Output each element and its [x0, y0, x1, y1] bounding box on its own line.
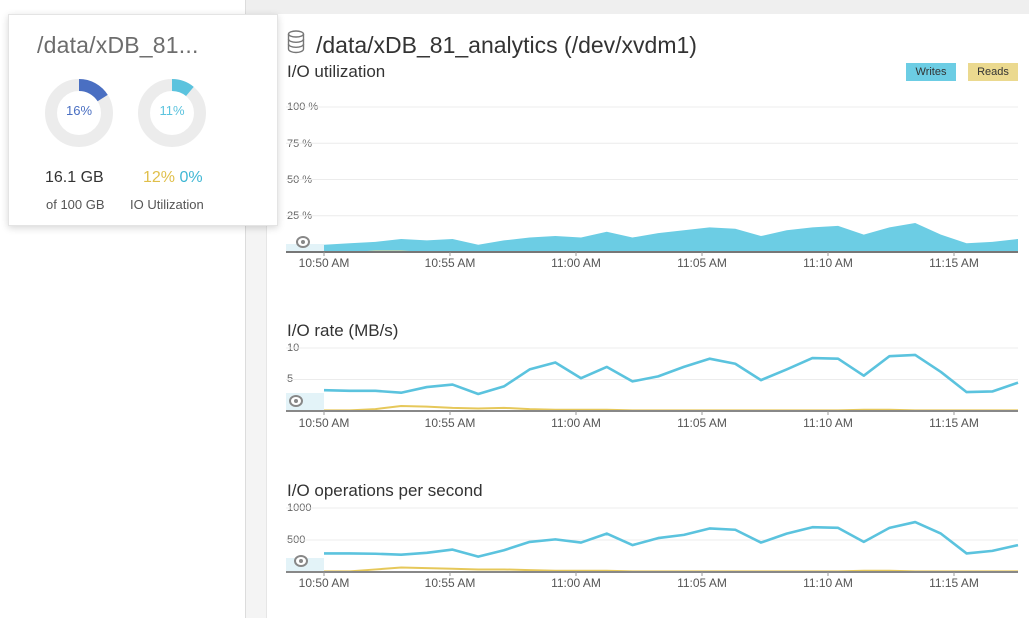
x-tick-label: 10:55 AM: [424, 576, 476, 590]
writes-line: [323, 353, 1019, 396]
io-utilization-label: IO Utilization: [130, 197, 204, 212]
io-utilization-percent: 11%: [159, 103, 185, 118]
io-ops-chart-title: I/O operations per second: [287, 481, 483, 500]
x-tick-label: 11:00 AM: [551, 416, 601, 430]
x-tick-label: 11:15 AM: [929, 256, 979, 270]
x-tick-label: 10:55 AM: [424, 256, 476, 270]
writes-area: [324, 223, 1018, 252]
io-utilization-chart: [286, 106, 1018, 256]
reads-line: [324, 404, 1018, 412]
range-selector-band: [286, 244, 324, 252]
x-tick-label: 11:10 AM: [803, 416, 853, 430]
x-tick-label: 11:05 AM: [677, 416, 727, 430]
io-read-write-values: 12% 0%: [143, 169, 203, 187]
x-tick-label: 10:50 AM: [298, 576, 350, 590]
y-tick-label: 75 %: [287, 138, 313, 150]
x-tick-label: 11:05 AM: [677, 256, 727, 270]
x-tick-label: 11:15 AM: [929, 576, 979, 590]
io-writes-value: 0%: [179, 169, 203, 186]
x-tick-label: 11:10 AM: [803, 256, 853, 270]
io-rate-chart: [286, 347, 1019, 415]
io-utilization-donut-svg: [138, 79, 206, 147]
io-reads-value: 12%: [143, 169, 176, 186]
range-slider-handle[interactable]: [289, 395, 303, 407]
database-icon: [287, 30, 305, 54]
x-tick-label: 10:55 AM: [424, 416, 476, 430]
writes-line: [324, 520, 1019, 558]
range-slider-handle[interactable]: [296, 236, 310, 248]
disk-used-size: 16.1 GB: [45, 169, 104, 186]
x-tick-label: 10:50 AM: [298, 256, 350, 270]
x-tick-label: 11:00 AM: [551, 256, 601, 270]
range-slider-handle[interactable]: [294, 555, 308, 567]
io-utilization-donut: 11%: [138, 79, 206, 147]
main-panel: [266, 14, 1029, 618]
card-title: /data/xDB_81...: [37, 32, 199, 58]
io-utilization-arc: [138, 79, 206, 147]
x-tick-label: 10:50 AM: [298, 416, 350, 430]
legend-writes[interactable]: Writes: [906, 63, 956, 81]
sidebar-divider: [245, 0, 246, 618]
disk-total-size: of 100 GB: [46, 197, 105, 212]
disk-usage-arc: [45, 79, 113, 147]
page-title: /data/xDB_81_analytics (/dev/xvdm1): [316, 32, 697, 58]
io-utilization-chart-title: I/O utilization: [287, 62, 386, 81]
io-ops-chart: [286, 507, 1019, 576]
top-strip: [246, 0, 1029, 14]
reads-line: [324, 566, 1018, 573]
x-tick-label: 11:15 AM: [929, 416, 979, 430]
disk-usage-donut-svg: [45, 79, 113, 147]
x-tick-label: 11:05 AM: [677, 576, 727, 590]
disk-usage-donut: 16%: [45, 79, 113, 147]
disk-summary-card[interactable]: /data/xDB_81... 16% 11% 16.1 GB of 100 G…: [8, 14, 278, 226]
x-tick-label: 11:10 AM: [803, 576, 853, 590]
disk-usage-percent: 16%: [65, 103, 93, 118]
legend-reads[interactable]: Reads: [968, 63, 1018, 81]
x-tick-label: 11:00 AM: [551, 576, 601, 590]
io-rate-chart-title: I/O rate (MB/s): [287, 321, 399, 340]
